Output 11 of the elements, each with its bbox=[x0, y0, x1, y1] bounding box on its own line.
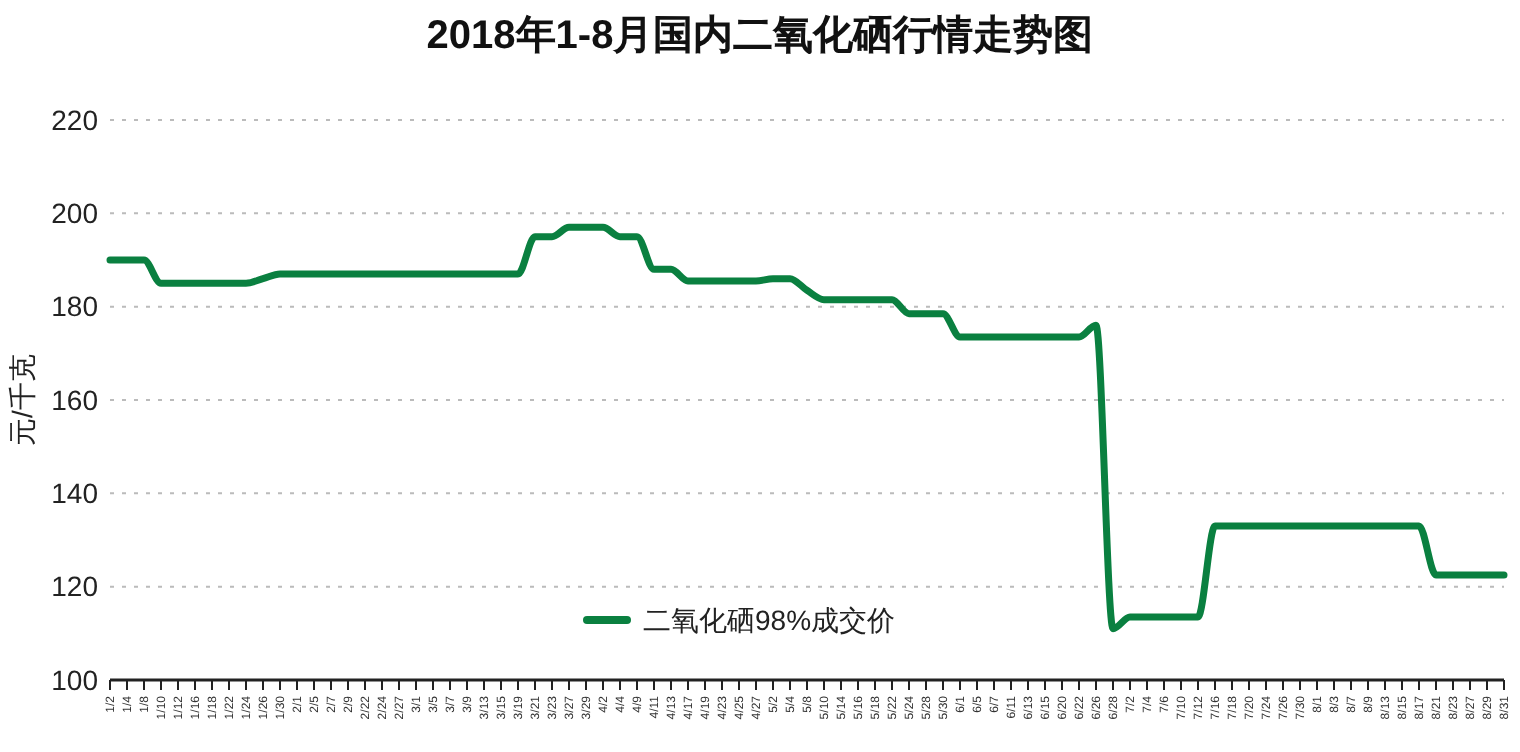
y-tick-label: 180 bbox=[51, 290, 99, 323]
y-axis-title: 元/千克 bbox=[6, 354, 38, 446]
chart-title: 2018年1-8月国内二氧化硒行情走势图 bbox=[426, 14, 1094, 58]
y-tick-label: 200 bbox=[51, 197, 99, 230]
y-tick-label: 100 bbox=[51, 663, 99, 696]
legend-label: 二氧化硒98%成交价 bbox=[643, 603, 896, 636]
y-tick-label: 120 bbox=[51, 570, 99, 603]
line-series bbox=[106, 223, 1508, 633]
y-tick-label: 220 bbox=[51, 103, 99, 136]
y-tick-label: 160 bbox=[51, 383, 99, 416]
y-tick-label: 140 bbox=[51, 477, 99, 510]
